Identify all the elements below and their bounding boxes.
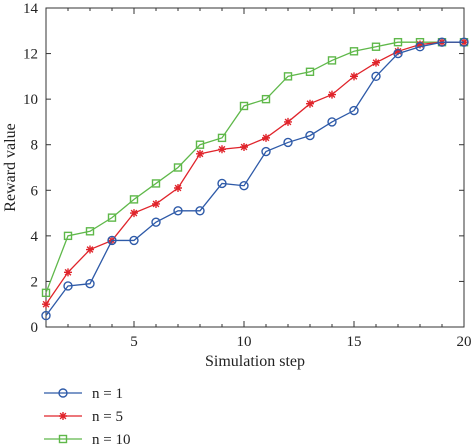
x-axis-title: Simulation step bbox=[205, 353, 305, 370]
x-tick-label: 15 bbox=[347, 334, 362, 350]
data-point bbox=[437, 37, 447, 47]
axes: 0 2 4 6 8 10 12 14 5 10 15 20 bbox=[23, 1, 472, 350]
series-n-5 bbox=[42, 38, 468, 309]
data-point bbox=[393, 37, 403, 47]
data-point bbox=[262, 133, 270, 142]
legend-label: n = 5 bbox=[92, 409, 123, 425]
data-point bbox=[86, 245, 94, 254]
data-point bbox=[371, 42, 381, 51]
data-point bbox=[173, 163, 183, 172]
data-point bbox=[459, 37, 469, 47]
data-point bbox=[195, 206, 205, 216]
legend-item: n = 10 bbox=[44, 432, 130, 444]
legend-marker bbox=[58, 388, 68, 398]
y-tick-label: 8 bbox=[31, 138, 39, 154]
data-point bbox=[393, 48, 403, 59]
data-point bbox=[284, 117, 292, 126]
y-tick-label: 14 bbox=[23, 1, 39, 17]
y-tick-label: 10 bbox=[23, 92, 38, 108]
data-point bbox=[85, 279, 95, 289]
data-point bbox=[129, 195, 139, 204]
x-tick-label: 10 bbox=[237, 334, 252, 350]
y-tick-label: 6 bbox=[31, 183, 39, 199]
y-tick-label: 4 bbox=[31, 229, 39, 245]
data-point bbox=[261, 94, 271, 104]
legend-label: n = 1 bbox=[92, 386, 123, 402]
y-axis-title: Reward value bbox=[2, 123, 19, 211]
legend-item: n = 5 bbox=[44, 409, 123, 425]
series-line bbox=[45, 41, 464, 305]
data-point bbox=[261, 146, 271, 157]
data-point bbox=[305, 67, 315, 77]
y-tick-label: 12 bbox=[23, 47, 38, 63]
data-point bbox=[107, 235, 117, 246]
data-point bbox=[217, 178, 227, 189]
x-tick-label: 5 bbox=[130, 334, 138, 350]
data-point bbox=[240, 142, 248, 151]
plot-frame bbox=[45, 7, 465, 328]
data-point bbox=[349, 47, 359, 56]
data-point bbox=[349, 105, 359, 116]
data-point bbox=[151, 217, 161, 227]
data-point bbox=[239, 101, 249, 111]
data-point bbox=[415, 42, 425, 52]
data-point bbox=[283, 72, 293, 81]
data-point bbox=[107, 213, 117, 222]
series-layer bbox=[41, 37, 469, 321]
data-point bbox=[328, 90, 336, 99]
data-point bbox=[63, 231, 73, 241]
data-point bbox=[350, 72, 358, 81]
data-point bbox=[195, 140, 205, 149]
legend: n = 1 n = 5 n = 10 bbox=[44, 386, 130, 444]
data-point bbox=[217, 133, 227, 143]
series-n-1 bbox=[41, 37, 469, 321]
data-point bbox=[372, 58, 380, 67]
data-point bbox=[63, 281, 73, 291]
data-point bbox=[371, 71, 381, 82]
data-point bbox=[283, 137, 293, 148]
legend-marker bbox=[59, 412, 67, 420]
data-point bbox=[173, 206, 183, 216]
x-tick-label: 20 bbox=[457, 334, 472, 350]
data-point bbox=[174, 184, 182, 193]
legend-item: n = 1 bbox=[44, 386, 123, 402]
data-point bbox=[152, 199, 160, 208]
data-point bbox=[151, 179, 161, 188]
data-point bbox=[64, 268, 72, 277]
data-point bbox=[129, 235, 139, 246]
data-point bbox=[327, 56, 337, 65]
legend-marker bbox=[58, 434, 68, 444]
data-point bbox=[394, 47, 402, 56]
data-point bbox=[416, 40, 424, 49]
data-point bbox=[41, 288, 51, 298]
data-point bbox=[305, 130, 315, 141]
data-point bbox=[42, 300, 50, 309]
data-point bbox=[218, 145, 226, 154]
series-line bbox=[45, 41, 464, 316]
y-tick-label: 2 bbox=[31, 274, 39, 290]
legend-label: n = 10 bbox=[92, 432, 130, 444]
data-point bbox=[41, 310, 51, 321]
data-point bbox=[327, 117, 337, 127]
data-point bbox=[196, 149, 204, 158]
data-point bbox=[306, 99, 314, 108]
data-point bbox=[239, 181, 249, 191]
data-point bbox=[85, 227, 95, 236]
y-tick-label: 0 bbox=[31, 320, 39, 336]
data-point bbox=[130, 209, 138, 218]
